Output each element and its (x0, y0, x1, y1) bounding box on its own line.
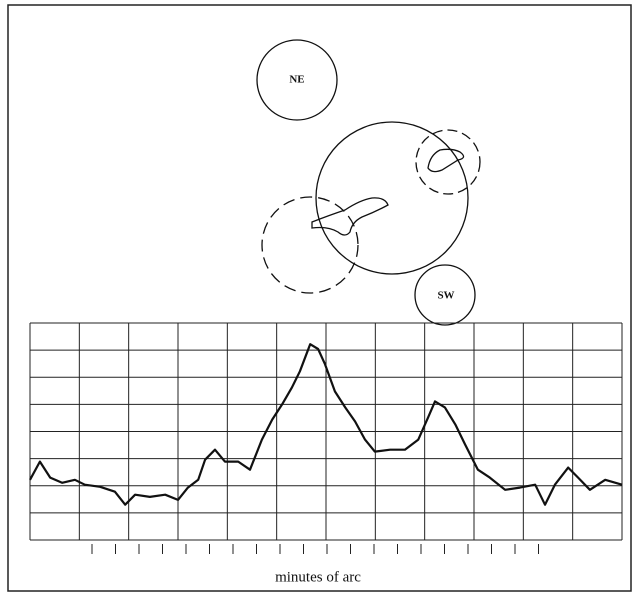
grid (30, 323, 622, 554)
page: {"chart_data": {"type": "line", "annotat… (0, 0, 635, 596)
annotation: NE (289, 74, 304, 86)
large-circle (316, 122, 468, 274)
x-axis-label: minutes of arc (275, 569, 361, 585)
annotation: SW (437, 290, 454, 302)
source-blob (428, 149, 464, 171)
frame (8, 5, 631, 591)
figure: NE SW minutes of arc (0, 0, 635, 596)
dashed-circle (262, 197, 358, 293)
dashed-circle (416, 130, 480, 194)
